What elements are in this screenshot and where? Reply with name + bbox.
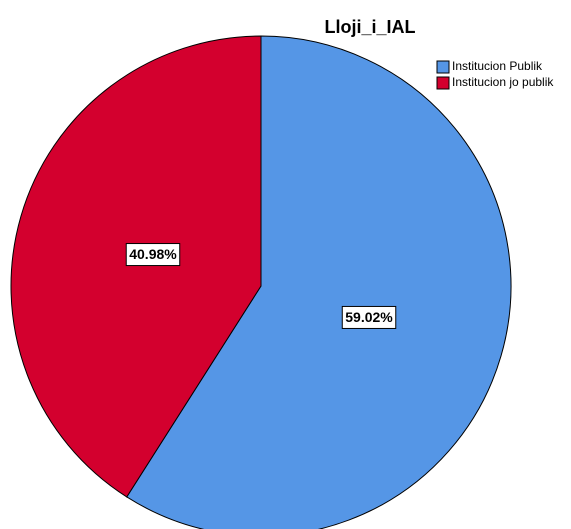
chart-title: Lloji_i_IAL (324, 17, 415, 37)
data-label: 59.02% (341, 305, 397, 329)
legend-label: Institucion jo publik (452, 75, 554, 89)
data-label-box (341, 305, 397, 329)
legend-label: Institucion Publik (452, 59, 543, 73)
data-label-text: 59.02% (345, 309, 393, 325)
data-label-box (125, 243, 181, 267)
legend-swatch (436, 60, 450, 74)
data-label: 40.98% (125, 243, 181, 267)
pie-slice (126, 35, 512, 529)
legend-swatch (436, 76, 450, 90)
data-label-text: 40.98% (129, 246, 177, 262)
pie-slice (10, 35, 262, 498)
